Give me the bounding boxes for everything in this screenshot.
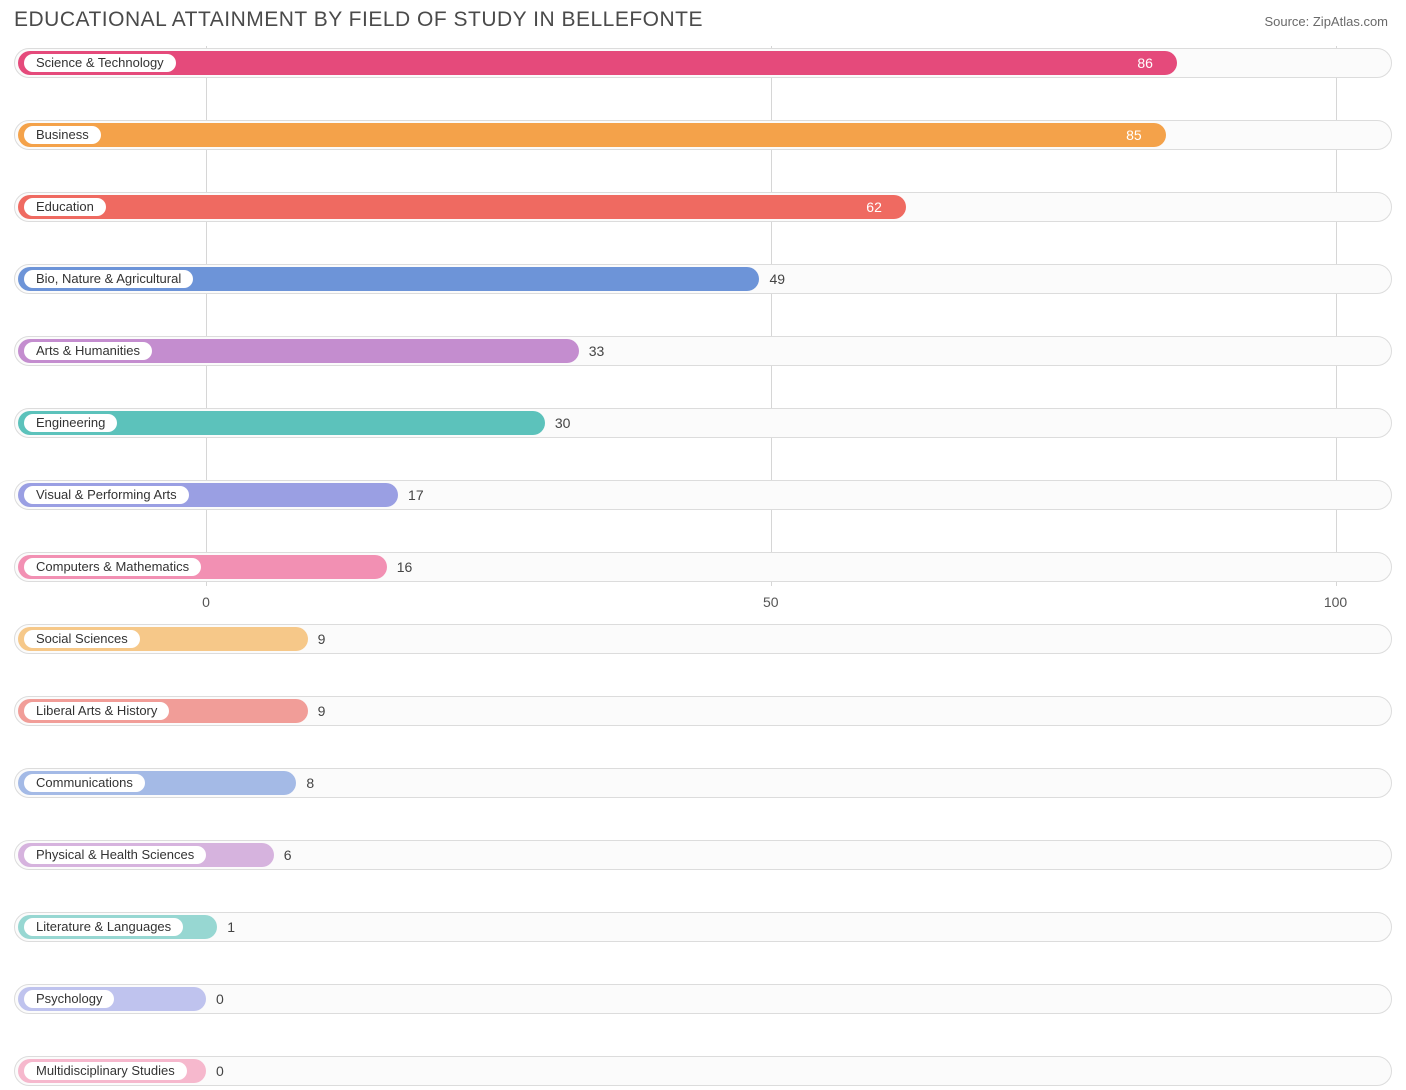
- chart-title: EDUCATIONAL ATTAINMENT BY FIELD OF STUDY…: [14, 8, 703, 32]
- category-label: Science & Technology: [24, 54, 176, 72]
- value-label: 86: [1137, 51, 1153, 75]
- bar: [18, 195, 906, 219]
- bar-row: Engineering 30: [14, 406, 1392, 442]
- bar-row: Visual & Performing Arts 17: [14, 478, 1392, 514]
- value-label: 33: [589, 339, 605, 363]
- bar-row: Bio, Nature & Agricultural 49: [14, 262, 1392, 298]
- value-label: 6: [284, 843, 292, 867]
- bar-row: Psychology 0: [14, 982, 1392, 1018]
- value-label: 62: [866, 195, 882, 219]
- bar-row: Literature & Languages 1: [14, 910, 1392, 946]
- category-label: Visual & Performing Arts: [24, 486, 189, 504]
- bar-row: Arts & Humanities 33: [14, 334, 1392, 370]
- category-label: Communications: [24, 774, 145, 792]
- bars-area: Science & Technology 86 Business 85 Educatio…: [14, 46, 1392, 586]
- category-label: Physical & Health Sciences: [24, 846, 206, 864]
- chart-container: EDUCATIONAL ATTAINMENT BY FIELD OF STUDY…: [0, 0, 1406, 631]
- bar-track: [14, 912, 1392, 942]
- bar-row: Business 85: [14, 118, 1392, 154]
- category-label: Psychology: [24, 990, 114, 1008]
- value-label: 9: [318, 699, 326, 723]
- bar-row: Physical & Health Sciences 6: [14, 838, 1392, 874]
- bar-row: Social Sciences9: [14, 622, 1392, 658]
- x-tick: 0: [202, 594, 210, 610]
- bar-row: Liberal Arts & History 9: [14, 694, 1392, 730]
- x-tick: 100: [1324, 594, 1347, 610]
- value-label: 0: [216, 1059, 224, 1083]
- value-label: 30: [555, 411, 571, 435]
- category-label: Liberal Arts & History: [24, 702, 169, 720]
- category-label: Bio, Nature & Agricultural: [24, 270, 193, 288]
- value-label: 0: [216, 987, 224, 1011]
- plot-area: Science & Technology 86 Business 85 Educatio…: [14, 46, 1392, 618]
- category-label: Engineering: [24, 414, 117, 432]
- x-tick: 50: [763, 594, 779, 610]
- category-label: Arts & Humanities: [24, 342, 152, 360]
- value-label: 1: [227, 915, 235, 939]
- bar-row: Education 62: [14, 190, 1392, 226]
- category-label: Business: [24, 126, 101, 144]
- category-label: Education: [24, 198, 106, 216]
- bar-row: Science & Technology 86: [14, 46, 1392, 82]
- value-label: 16: [397, 555, 413, 579]
- value-label: 8: [306, 771, 314, 795]
- value-label: 17: [408, 483, 424, 507]
- category-label: Multidisciplinary Studies: [24, 1062, 187, 1080]
- bar-row: Multidisciplinary Studies 0: [14, 1054, 1392, 1090]
- bar-row: Computers & Mathematics 16: [14, 550, 1392, 586]
- category-label: Social Sciences: [24, 630, 140, 648]
- category-label: Computers & Mathematics: [24, 558, 201, 576]
- value-label: 49: [769, 267, 785, 291]
- bar: [18, 51, 1177, 75]
- category-label: Literature & Languages: [24, 918, 183, 936]
- value-label: 85: [1126, 123, 1142, 147]
- bar-row: Communications 8: [14, 766, 1392, 802]
- x-axis: 0 50 100: [14, 586, 1392, 618]
- bar: [18, 123, 1166, 147]
- chart-source: Source: ZipAtlas.com: [1264, 14, 1388, 29]
